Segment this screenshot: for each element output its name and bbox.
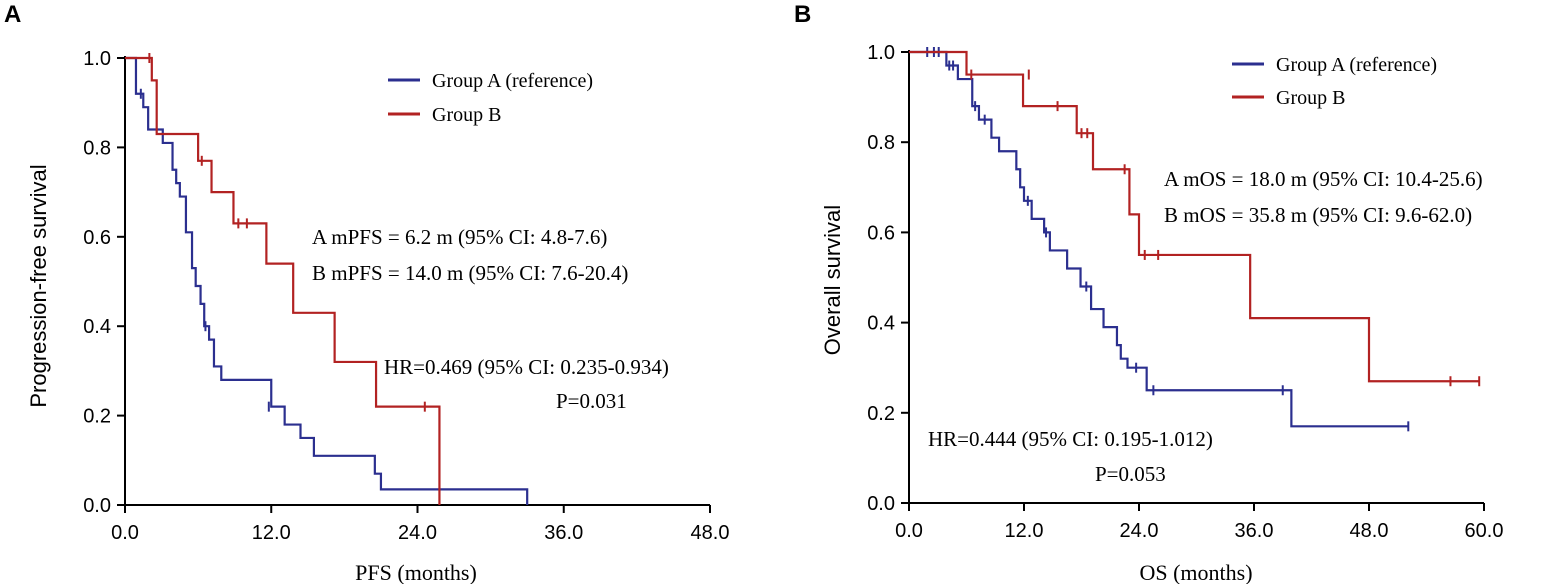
panel-a-median-a: A mPFS = 6.2 m (95% CI: 4.8-7.6) <box>312 225 607 249</box>
panel-b-legend: Group A (reference) Group B <box>1232 54 1437 109</box>
panel-a-y-tick-label: 0.2 <box>83 406 111 428</box>
panel-a-x-tick-label: 24.0 <box>398 522 437 544</box>
panel-b-p-value: P=0.053 <box>1095 462 1166 486</box>
panel-b-legend-label-b: Group B <box>1276 87 1345 109</box>
panel-b-series-a-curve <box>909 50 1409 428</box>
panel-b-median-b: B mOS = 35.8 m (95% CI: 9.6-62.0) <box>1164 203 1472 227</box>
panel-a-xlabel: PFS (months) <box>355 560 477 584</box>
panel-a-legend-label-a: Group A (reference) <box>432 70 593 92</box>
panel-b-x-tick-label: 60.0 <box>1465 520 1504 542</box>
panel-b-letter: B <box>794 1 811 28</box>
panel-b-y-tick-label: 0.6 <box>867 222 895 244</box>
panel-b-x-tick-label: 12.0 <box>1005 520 1044 542</box>
panel-b: B 0.0 0.2 0.4 0.6 0.8 1.0 0.0 12.0 24.0 36.0 48.0 6… <box>794 1 1503 584</box>
panel-a-median-b: B mPFS = 14.0 m (95% CI: 7.6-20.4) <box>312 261 628 285</box>
panel-b-y-tick-label: 1.0 <box>867 42 895 64</box>
panel-b-y-tick-label: 0.0 <box>867 493 895 515</box>
panel-a-plot-area: 0.0 0.2 0.4 0.6 0.8 1.0 0.0 12.0 24.0 36.0 48.0 <box>83 48 729 544</box>
panel-a-series-b-curve <box>125 56 441 505</box>
panel-a-legend-label-b: Group B <box>432 104 501 126</box>
panel-b-x-tick-label: 36.0 <box>1235 520 1274 542</box>
panel-b-y-tick-label: 0.8 <box>867 132 895 154</box>
panel-b-x-tick-label: 48.0 <box>1350 520 1389 542</box>
panel-a-hazard-ratio: HR=0.469 (95% CI: 0.235-0.934) <box>384 355 669 379</box>
panel-b-legend-label-a: Group A (reference) <box>1276 54 1437 76</box>
panel-b-x-tick-label: 24.0 <box>1120 520 1159 542</box>
panel-b-series-b-curve <box>909 50 1480 383</box>
panel-a-y-tick-label: 1.0 <box>83 48 111 70</box>
panel-a-legend: Group A (reference) Group B <box>388 70 593 126</box>
panel-a-y-tick-label: 0.0 <box>83 495 111 517</box>
panel-a-y-tick-label: 0.4 <box>83 316 111 338</box>
panel-a-x-tick-label: 36.0 <box>544 522 583 544</box>
panel-a-y-tick-label: 0.8 <box>83 137 111 159</box>
panel-a-ylabel: Progression-free survival <box>26 164 51 407</box>
panel-a-p-value: P=0.031 <box>556 389 627 413</box>
panel-a-y-tick-label: 0.6 <box>83 227 111 249</box>
panel-a-x-tick-label: 0.0 <box>111 522 139 544</box>
panel-a: A 0.00.20.40.60.81.00.0 12.0 24.0 36.0 48.0 … <box>4 1 729 584</box>
panel-b-xlabel: OS (months) <box>1139 560 1252 584</box>
panel-b-plot-area: 0.0 0.2 0.4 0.6 0.8 1.0 0.0 12.0 24.0 36.0 48.0 60.… <box>867 42 1503 542</box>
panel-b-hazard-ratio: HR=0.444 (95% CI: 0.195-1.012) <box>928 427 1213 451</box>
panel-b-y-tick-label: 0.2 <box>867 403 895 425</box>
panel-a-letter: A <box>4 1 21 28</box>
panel-b-ylabel: Overall survival <box>820 205 845 355</box>
panel-b-y-tick-label: 0.4 <box>867 313 895 335</box>
panel-b-median-a: A mOS = 18.0 m (95% CI: 10.4-25.6) <box>1164 167 1483 191</box>
panel-a-x-tick-label: 48.0 <box>691 522 730 544</box>
panel-b-x-tick-label: 0.0 <box>895 520 923 542</box>
panel-a-x-tick-label: 12.0 <box>252 522 291 544</box>
